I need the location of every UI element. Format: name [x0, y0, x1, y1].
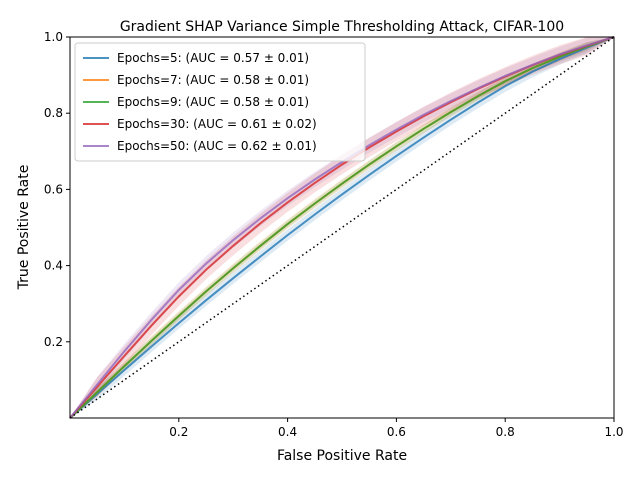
- x-tick-label: 0.8: [496, 425, 515, 439]
- x-tick-label: 0.6: [387, 425, 406, 439]
- series-1-line: [69, 36, 615, 419]
- x-tick-label: 1.0: [604, 425, 623, 439]
- series-lines: [69, 36, 615, 419]
- legend: Epochs=5: (AUC = 0.57 ± 0.01) Epochs=7: (…: [74, 42, 366, 162]
- legend-box: [74, 42, 366, 162]
- legend-entry: Epochs=9: (AUC = 0.58 ± 0.01): [117, 95, 309, 109]
- series-5-line: [69, 36, 615, 419]
- legend-entry: Epochs=7: (AUC = 0.58 ± 0.01): [117, 73, 309, 87]
- chart-title: Gradient SHAP Variance Simple Thresholdi…: [120, 19, 564, 35]
- x-tick-label: 0.4: [278, 425, 297, 439]
- y-axis-label: True Positive Rate: [16, 165, 32, 291]
- x-tick-label: 0.2: [169, 425, 188, 439]
- x-axis-ticks: 0.2 0.4 0.6 0.8 1.0: [169, 418, 624, 439]
- y-tick-label: 0.4: [44, 259, 63, 273]
- legend-entry: Epochs=50: (AUC = 0.62 ± 0.01): [117, 139, 317, 153]
- series-3-line: [69, 36, 615, 419]
- plot-frame: [69, 36, 615, 419]
- legend-entry: Epochs=30: (AUC = 0.61 ± 0.02): [117, 117, 317, 131]
- x-axis-label: False Positive Rate: [277, 448, 407, 464]
- y-tick-label: 0.2: [44, 335, 63, 349]
- y-tick-label: 1.0: [44, 30, 63, 44]
- y-tick-label: 0.6: [44, 182, 63, 196]
- legend-entry: Epochs=5: (AUC = 0.57 ± 0.01): [117, 51, 309, 65]
- y-axis-ticks: 0.2 0.4 0.6 0.8 1.0: [44, 30, 70, 349]
- y-tick-label: 0.8: [44, 106, 63, 120]
